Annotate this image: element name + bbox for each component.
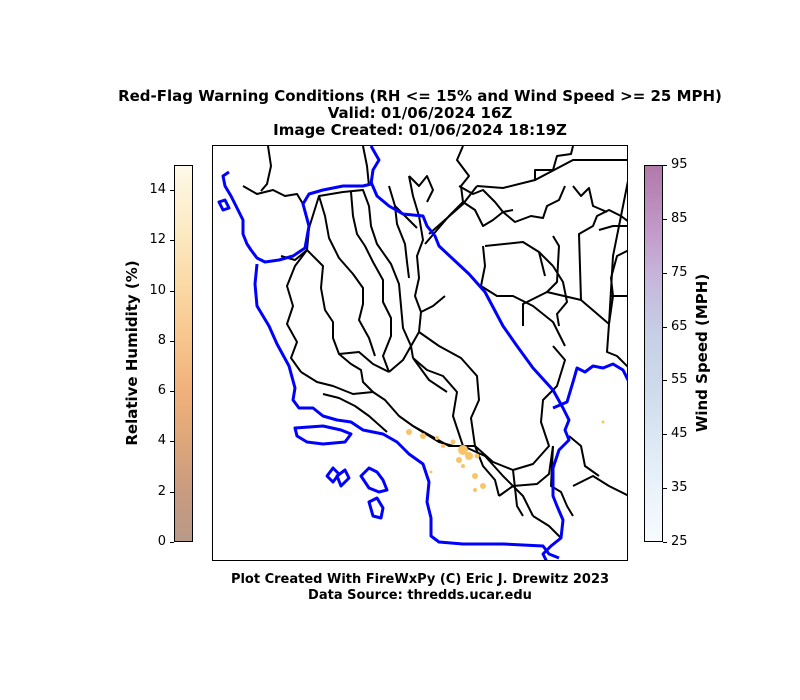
county-line: [484, 241, 554, 267]
colorbar-tick-mark: [170, 240, 174, 241]
county-line: [418, 331, 500, 497]
county-line: [388, 185, 410, 279]
county-line: [362, 146, 370, 187]
outline-east: [369, 181, 571, 560]
county-line: [552, 265, 568, 327]
colorbar-tick-label: 45: [671, 426, 688, 441]
colorbar-tick-label: 10: [149, 283, 166, 298]
colorbar-tick-label: 2: [157, 484, 166, 499]
outline-mountain: [552, 362, 627, 410]
county-line: [424, 201, 514, 245]
chart-title: Red-Flag Warning Conditions (RH <= 15% a…: [0, 88, 800, 139]
chart-footer: Plot Created With FireWxPy (C) Eric J. D…: [0, 572, 800, 604]
county-line: [474, 345, 566, 471]
county-line: [420, 295, 446, 313]
colorbar-tick-mark: [663, 434, 667, 435]
colorbar-tick-mark: [170, 391, 174, 392]
rh-colorbar: [174, 165, 193, 542]
county-line: [480, 245, 566, 347]
title-line-3: Image Created: 01/06/2024 18:19Z: [273, 121, 567, 139]
county-line: [456, 146, 470, 203]
colorbar-tick-mark: [663, 219, 667, 220]
footer-credit: Plot Created With FireWxPy (C) Eric J. D…: [230, 572, 610, 587]
colorbar-tick-mark: [663, 273, 667, 274]
county-line: [572, 185, 608, 213]
wind-colorbar-label: Wind Speed (MPH): [693, 273, 711, 433]
wind-colorbar: [644, 165, 663, 542]
county-line: [322, 393, 388, 433]
colorbar-tick-mark: [663, 165, 667, 166]
county-line: [458, 185, 504, 213]
county-line: [532, 515, 562, 539]
title-line-2: Valid: 01/06/2024 16Z: [327, 104, 513, 122]
colorbar-tick-label: 65: [671, 319, 688, 334]
county-line: [598, 225, 627, 231]
county-line: [412, 357, 464, 447]
county-line: [502, 185, 566, 223]
county-line: [534, 146, 574, 180]
outline-valley: [253, 263, 560, 560]
colorbar-tick-label: 95: [671, 157, 688, 172]
county-line: [306, 249, 374, 393]
colorbar-tick-mark: [170, 542, 174, 543]
outline-island-north: [217, 198, 231, 212]
county-line: [606, 323, 627, 368]
footer-source: Data Source: thredds.ucar.edu: [308, 588, 532, 603]
colorbar-tick-label: 8: [157, 333, 166, 348]
colorbar-tick-mark: [170, 492, 174, 493]
county-line: [498, 445, 554, 497]
county-line: [338, 351, 390, 373]
rh-colorbar-label: Relative Humidity (%): [123, 260, 141, 446]
map-panel: [212, 145, 628, 561]
colorbar-tick-label: 12: [149, 232, 166, 247]
outline-channel-island-3: [335, 468, 351, 488]
colorbar-tick-label: 85: [671, 211, 688, 226]
county-line: [538, 251, 546, 277]
colorbar-tick-mark: [170, 341, 174, 342]
outline-north: [221, 146, 381, 264]
map-svg: [217, 146, 627, 560]
colorbar-tick-label: 25: [671, 534, 688, 549]
outline-channel-island-1: [293, 424, 353, 446]
county-line: [546, 291, 610, 325]
colorbar-tick-label: 14: [149, 182, 166, 197]
colorbar-tick-mark: [663, 488, 667, 489]
colorbar-tick-label: 55: [671, 372, 688, 387]
county-line: [308, 189, 370, 229]
outline-channel-island-4: [359, 466, 389, 494]
colorbar-tick-label: 35: [671, 480, 688, 495]
colorbar-tick-label: 6: [157, 383, 166, 398]
county-line: [412, 357, 448, 393]
colorbar-tick-mark: [170, 190, 174, 191]
colorbar-tick-mark: [170, 291, 174, 292]
county-line: [318, 195, 376, 357]
outline-channel-island-5: [367, 496, 385, 520]
county-line: [512, 469, 524, 517]
county-line: [568, 435, 600, 477]
low-rh-shading: [406, 420, 605, 492]
title-line-1: Red-Flag Warning Conditions (RH <= 15% a…: [118, 87, 722, 105]
colorbar-tick-label: 75: [671, 265, 688, 280]
county-line: [572, 475, 627, 497]
county-line: [286, 249, 308, 373]
county-line: [408, 175, 434, 203]
colorbar-tick-mark: [663, 542, 667, 543]
colorbar-tick-mark: [663, 327, 667, 328]
county-line: [388, 175, 424, 373]
colorbar-tick-mark: [663, 380, 667, 381]
county-line: [350, 191, 392, 373]
county-line: [368, 205, 414, 359]
state-boundary: [428, 159, 627, 325]
colorbar-tick-label: 4: [157, 433, 166, 448]
coastline: [217, 146, 627, 560]
colorbar-tick-mark: [170, 441, 174, 442]
county-line: [260, 146, 272, 192]
county-boundaries: [242, 146, 627, 539]
county-line: [242, 185, 310, 261]
colorbar-tick-label: 0: [157, 534, 166, 549]
